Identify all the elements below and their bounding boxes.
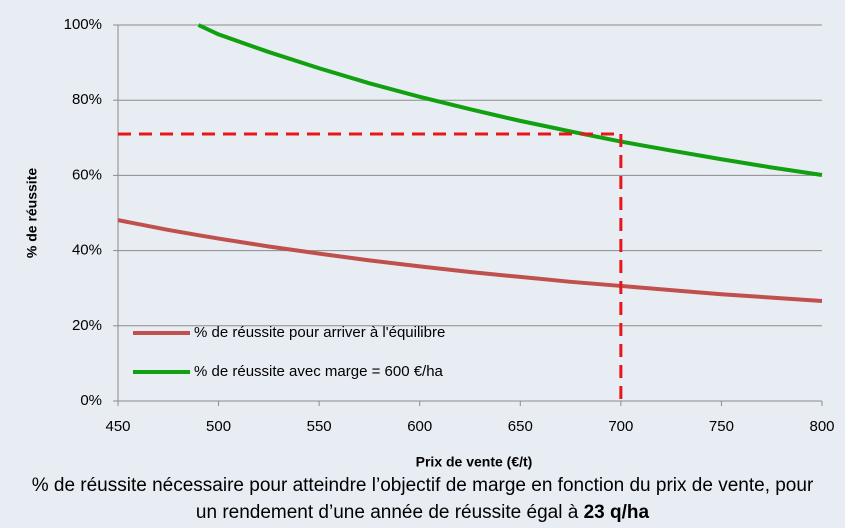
caption-bold: 23 q/ha: [583, 502, 650, 523]
x-tick-label: 650: [508, 418, 533, 435]
x-tick-label: 450: [105, 418, 130, 435]
legend-label: % de réussite avec marge = 600 €/ha: [194, 363, 444, 380]
y-tick-label: 60%: [72, 166, 102, 183]
y-tick-label: 0%: [80, 392, 102, 409]
chart: Prix de vente (€/t) % de réussite 0% 20% 4…: [24, 16, 835, 470]
x-axis-label: Prix de vente (€/t): [416, 454, 533, 470]
legend-label: % de réussite pour arriver à l'équilibre: [194, 324, 445, 341]
y-axis-label: % de réussite: [24, 168, 40, 258]
series-line: [117, 218, 823, 303]
x-tick-label: 750: [709, 418, 734, 435]
y-tick-label: 40%: [72, 242, 102, 259]
caption-text: % de réussite nécessaire pour atteindre …: [31, 475, 814, 523]
x-tick-label: 600: [407, 418, 432, 435]
x-tick-label: 550: [307, 418, 332, 435]
series-line: [197, 23, 823, 178]
y-tick-label: 100%: [64, 16, 102, 33]
x-tick-label: 500: [206, 418, 231, 435]
y-tick-label: 80%: [72, 91, 102, 108]
caption: % de réussite nécessaire pour atteindre …: [20, 472, 825, 526]
x-tick-label: 700: [608, 418, 633, 435]
x-tick-label: 800: [809, 418, 834, 435]
y-tick-label: 20%: [72, 317, 102, 334]
